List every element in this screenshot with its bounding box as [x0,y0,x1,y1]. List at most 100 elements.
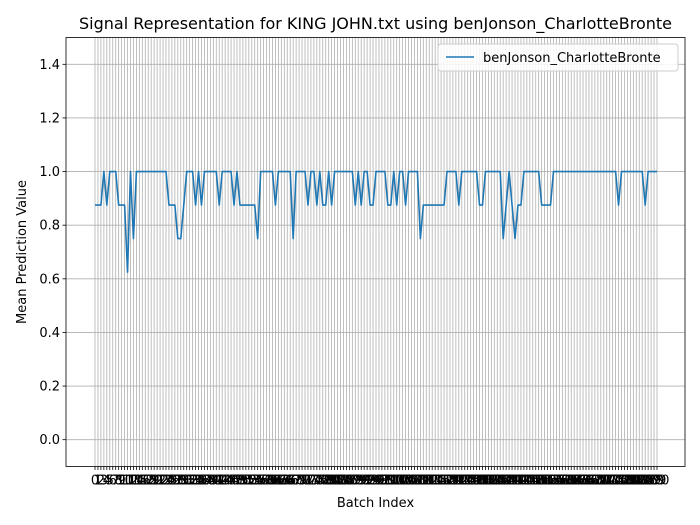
x-tick-label: 43 [214,474,231,489]
x-tick-label: 25 [161,474,178,489]
x-tick-label: 74 [306,474,323,489]
x-tick-label: 148 [520,474,545,489]
x-tick-label: 173 [594,474,619,489]
x-tick-label: 55 [249,474,266,489]
x-tick-label: 68 [288,474,305,489]
x-tick-label: 75 [309,474,326,489]
x-tick-label: 106 [396,474,421,489]
x-tick-label: 161 [559,474,584,489]
x-tick-label: 32 [181,474,198,489]
x-tick-label: 188 [639,474,664,489]
x-tick-label: 46 [223,474,240,489]
x-tick-label: 81 [326,474,343,489]
x-tick-label: 182 [621,474,646,489]
x-tick-label: 89 [350,474,367,489]
x-tick-label: 78 [317,474,334,489]
x-tick-label: 150 [526,474,551,489]
x-tick-label: 90 [353,474,370,489]
x-tick-label: 144 [509,474,534,489]
x-tick-label: 152 [532,474,557,489]
x-tick-label: 51 [238,474,255,489]
x-tick-label: 70 [294,474,311,489]
x-tick-label: 176 [603,474,628,489]
y-tick-label: 0.6 [39,272,60,287]
x-tick-label: 29 [173,474,190,489]
x-tick-label: 99 [380,474,397,489]
x-tick-label: 57 [255,474,272,489]
x-tick-label: 28 [170,474,187,489]
x-tick-label: 168 [580,474,605,489]
x-tick-label: 157 [547,474,572,489]
x-tick-label: 186 [633,474,658,489]
x-tick-label: 77 [314,474,331,489]
x-tick-label: 61 [267,474,284,489]
x-tick-label: 172 [591,474,616,489]
x-tick-label: 65 [279,474,296,489]
x-tick-label: 36 [193,474,210,489]
x-tick-label: 143 [506,474,531,489]
x-tick-label: 109 [405,474,430,489]
x-tick-label: 167 [577,474,602,489]
x-tick-label: 93 [362,474,379,489]
x-tick-label: 26 [164,474,181,489]
x-tick-label: 14 [128,474,145,489]
x-tick-label: 155 [541,474,566,489]
x-tick-label: 76 [312,474,329,489]
x-tick-label: 126 [455,474,480,489]
x-tick-label: 103 [387,474,412,489]
x-tick-label: 149 [523,474,548,489]
x-tick-label: 101 [381,474,406,489]
x-tick-label: 73 [303,474,320,489]
y-tick-label: 1.4 [39,58,60,73]
x-tick-label: 82 [329,474,346,489]
x-tick-label: 11 [119,474,136,489]
x-tick-label: 7 [112,474,120,489]
x-tick-label: 120 [438,474,463,489]
x-tick-label: 45 [220,474,237,489]
x-tick-label: 69 [291,474,308,489]
x-tick-label: 5 [106,474,114,489]
x-tick-label: 125 [452,474,477,489]
x-tick-label: 84 [335,474,352,489]
x-tick-label: 171 [588,474,613,489]
x-tick-label: 102 [384,474,409,489]
x-tick-label: 174 [597,474,622,489]
grid-lines [66,37,685,467]
x-tick-label: 117 [429,474,454,489]
x-tick-label: 96 [371,474,388,489]
x-tick-label: 147 [517,474,542,489]
x-tick-label: 52 [241,474,258,489]
x-tick-label: 180 [615,474,640,489]
x-tick-label: 34 [187,474,204,489]
x-tick-label: 31 [178,474,195,489]
legend-label: benJonson_CharlotteBronte [483,51,661,66]
x-tick-label: 124 [449,474,474,489]
x-tick-label: 33 [184,474,201,489]
y-tick-label: 0.4 [39,326,60,341]
x-tick-label: 164 [568,474,593,489]
x-tick-label: 83 [332,474,349,489]
x-tick-label: 44 [217,474,234,489]
x-tick-label: 162 [562,474,587,489]
x-tick-label: 183 [624,474,649,489]
x-tick-label: 158 [550,474,575,489]
x-tick-label: 80 [323,474,340,489]
x-tick-label: 86 [341,474,358,489]
x-tick-label: 53 [243,474,260,489]
x-tick-label: 163 [565,474,590,489]
x-tick-label: 153 [535,474,560,489]
x-tick-label: 122 [443,474,468,489]
x-tick-label: 37 [196,474,213,489]
x-tick-label: 19 [143,474,160,489]
x-tick-label: 41 [208,474,225,489]
x-tick-label: 108 [402,474,427,489]
y-axis-label: Mean Prediction Value [15,180,30,324]
legend-box [437,43,679,72]
x-tick-label: 3 [100,474,108,489]
x-tick-label: 95 [368,474,385,489]
x-tick-label: 27 [167,474,184,489]
y-tick-label: 0.8 [39,219,60,234]
x-tick-label: 123 [446,474,471,489]
x-tick-label: 111 [411,474,436,489]
x-tick-label: 154 [538,474,563,489]
